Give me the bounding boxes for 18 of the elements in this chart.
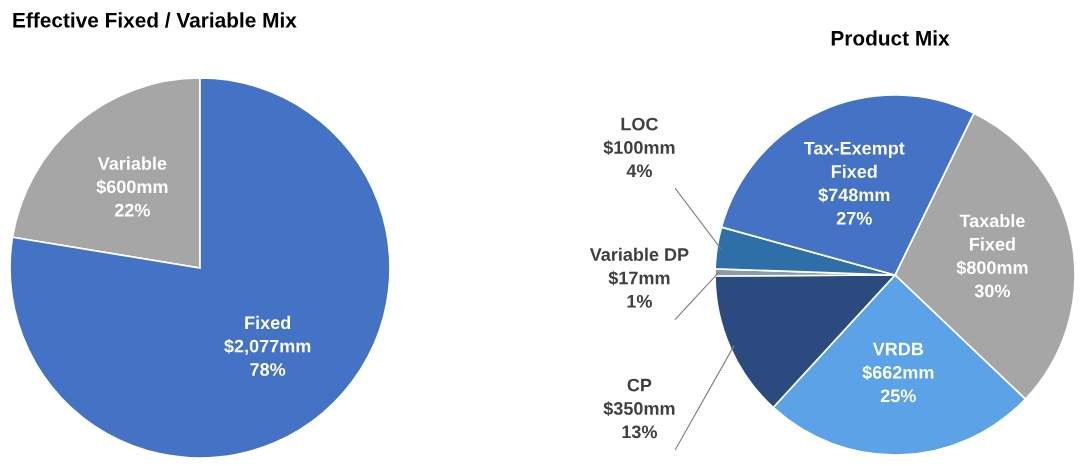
data-label: $100mm 4% — [603, 140, 675, 178]
data-label: $800mm 30% — [956, 260, 1028, 298]
data-label: $600mm 22% — [96, 179, 168, 217]
data-label: $748mm 27% — [818, 187, 890, 225]
slice-label: CP — [627, 378, 652, 392]
slice-label: VRDB — [872, 342, 924, 356]
slice-label: Taxable Fixed — [959, 213, 1025, 251]
chart-title: Effective Fixed / Variable Mix — [13, 12, 297, 28]
data-label: $662mm 25% — [862, 365, 934, 403]
slice-label: LOC — [621, 117, 658, 131]
slice-label: Variable DP — [589, 247, 689, 261]
chart-title: Product Mix — [831, 30, 950, 46]
data-label: $17mm 1% — [608, 270, 670, 308]
slice-label: Tax-Exempt Fixed — [803, 141, 905, 178]
data-label: $2,077mm 78% — [224, 338, 311, 376]
slice-label: Fixed — [245, 315, 291, 330]
slice-label: Variable — [97, 156, 167, 170]
data-label: $350mm 13% — [603, 401, 675, 439]
